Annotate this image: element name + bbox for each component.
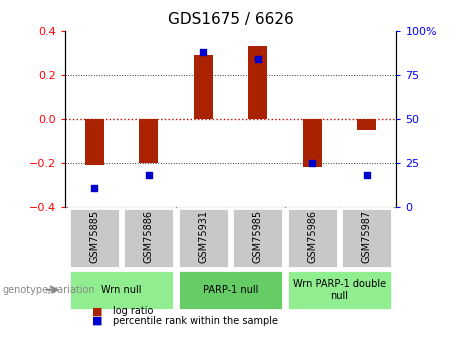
Bar	[85, 119, 104, 165]
Bar	[341, 208, 392, 268]
Text: Wrn PARP-1 double
null: Wrn PARP-1 double null	[293, 279, 386, 300]
Bar	[232, 208, 283, 268]
Point	[308, 160, 316, 166]
Text: log ratio: log ratio	[113, 306, 154, 316]
Point	[363, 172, 370, 178]
Bar	[69, 270, 174, 310]
Text: GSM75987: GSM75987	[361, 210, 372, 263]
Text: PARP-1 null: PARP-1 null	[203, 285, 258, 295]
Text: GSM75986: GSM75986	[307, 210, 317, 263]
Title: GDS1675 / 6626: GDS1675 / 6626	[168, 12, 293, 27]
Text: percentile rank within the sample: percentile rank within the sample	[113, 316, 278, 326]
Text: GSM75931: GSM75931	[198, 210, 208, 263]
Text: Wrn null: Wrn null	[101, 285, 142, 295]
Text: GSM75985: GSM75985	[253, 210, 263, 263]
Bar	[178, 270, 283, 310]
Point	[254, 57, 261, 62]
Bar	[248, 47, 267, 119]
Text: ■: ■	[92, 316, 103, 326]
Text: GSM75885: GSM75885	[89, 210, 100, 263]
Bar	[302, 119, 322, 167]
Bar	[357, 119, 376, 130]
Text: GSM75886: GSM75886	[144, 210, 154, 263]
Bar	[287, 270, 392, 310]
Bar	[287, 208, 338, 268]
Bar	[69, 208, 120, 268]
Bar	[194, 55, 213, 119]
Point	[200, 49, 207, 55]
Text: genotype/variation: genotype/variation	[2, 285, 95, 295]
Point	[91, 185, 98, 190]
Bar	[123, 208, 174, 268]
Bar	[139, 119, 159, 163]
Text: ■: ■	[92, 306, 103, 316]
Bar	[178, 208, 229, 268]
Point	[145, 172, 153, 178]
